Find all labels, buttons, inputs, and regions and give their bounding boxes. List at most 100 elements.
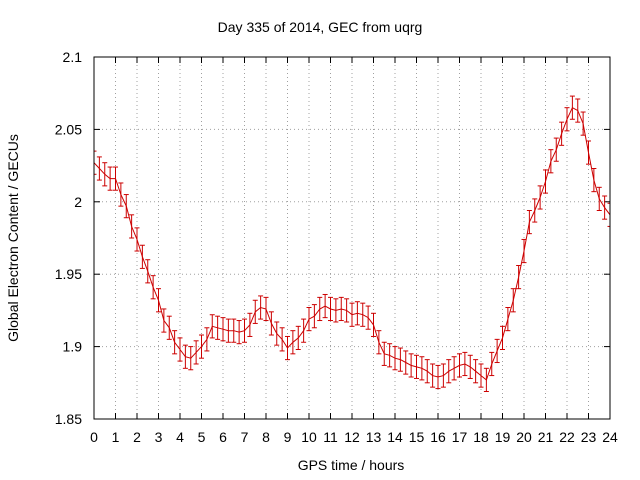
error-bar (317, 296, 323, 322)
error-bar (435, 364, 441, 390)
y-tick-label: 1.85 (55, 411, 82, 427)
error-bar (134, 227, 140, 252)
x-tick-label: 14 (387, 429, 403, 445)
error-bar (252, 299, 258, 324)
y-tick-label: 1.9 (63, 339, 83, 355)
error-bar (446, 359, 452, 384)
error-bar (500, 325, 505, 350)
error-bar (419, 356, 425, 381)
x-tick-label: 5 (198, 429, 206, 445)
x-tick-label: 20 (516, 429, 532, 445)
error-bar (483, 367, 489, 392)
error-bar (177, 337, 183, 362)
error-bar (575, 98, 581, 123)
error-bar (365, 305, 371, 330)
error-bar (344, 298, 350, 323)
error-bar (182, 344, 188, 369)
x-tick-label: 0 (90, 429, 98, 445)
error-bar (564, 107, 570, 132)
x-axis-ticks: 0 1 2 3 4 5 6 7 8 9 10 11 12 13 14 15 16 17 18 19 20 21 22 23 24 (90, 57, 618, 445)
error-bar (333, 298, 339, 323)
error-bar (478, 363, 484, 388)
error-bar (548, 149, 554, 174)
x-axis-label: GPS time / hours (298, 457, 405, 473)
x-tick-label: 18 (473, 429, 489, 445)
error-bar (204, 327, 210, 352)
x-tick-label: 3 (155, 429, 163, 445)
x-tick-label: 12 (344, 429, 360, 445)
error-bar (258, 295, 264, 320)
x-tick-label: 9 (284, 429, 292, 445)
error-bar (596, 186, 602, 211)
x-tick-label: 11 (323, 429, 338, 445)
error-bar (220, 317, 226, 342)
x-tick-label: 2 (133, 429, 141, 445)
y-tick-label: 2.1 (63, 49, 83, 65)
error-bar (156, 288, 161, 313)
error-bar (462, 351, 468, 377)
error-bar (172, 330, 178, 355)
error-bar (118, 182, 124, 207)
error-bar (591, 167, 597, 193)
error-bar (306, 307, 312, 332)
error-bar (392, 346, 398, 371)
error-bar (473, 359, 479, 384)
x-tick-label: 13 (366, 429, 382, 445)
error-bar (188, 346, 194, 371)
y-tick-label: 1.95 (55, 266, 82, 282)
error-bar (236, 320, 242, 345)
error-bar (467, 354, 473, 379)
grid-lines (94, 57, 610, 419)
error-bar (521, 238, 527, 264)
error-bar (215, 315, 221, 340)
error-bar (225, 318, 231, 343)
error-bar (403, 350, 409, 375)
error-bar (510, 288, 516, 313)
error-bar (150, 275, 156, 300)
error-bar (516, 265, 522, 290)
error-bar (408, 353, 414, 378)
y-tick-label: 2 (74, 194, 82, 210)
error-bar (457, 353, 462, 378)
error-bar (107, 166, 113, 191)
error-bar (354, 301, 360, 326)
error-bar (494, 338, 500, 364)
chart-title: Day 335 of 2014, GEC from uqrg (218, 19, 423, 35)
error-bar (301, 318, 307, 343)
error-bar (602, 195, 608, 220)
error-bar (290, 330, 296, 355)
error-bar (139, 244, 145, 269)
x-tick-label: 24 (602, 429, 618, 445)
x-tick-label: 21 (538, 429, 554, 445)
error-bar (430, 363, 436, 388)
error-bar (199, 334, 204, 359)
error-bar (349, 302, 355, 327)
error-bar (387, 343, 393, 368)
error-bar (295, 325, 301, 350)
x-tick-label: 10 (301, 429, 317, 445)
error-bar (113, 166, 118, 191)
x-tick-label: 19 (495, 429, 511, 445)
y-axis-label: Global Electron Content / GECUs (5, 134, 21, 342)
x-tick-label: 17 (452, 429, 468, 445)
error-bar (285, 335, 290, 361)
error-bar (129, 214, 135, 239)
error-bar (247, 312, 253, 337)
error-bar (274, 321, 280, 346)
error-bar (532, 198, 538, 223)
error-bar (242, 318, 247, 343)
error-bar (161, 308, 167, 333)
x-tick-label: 22 (559, 429, 575, 445)
error-bar (440, 363, 446, 388)
error-bar (526, 209, 532, 235)
x-tick-label: 6 (219, 429, 227, 445)
error-bar (193, 340, 199, 365)
error-bar (505, 307, 511, 332)
error-bar (543, 169, 548, 194)
error-bar (553, 137, 559, 162)
error-bar (424, 359, 430, 384)
x-tick-label: 7 (241, 429, 249, 445)
error-bar (311, 304, 317, 329)
error-bar (381, 341, 387, 366)
